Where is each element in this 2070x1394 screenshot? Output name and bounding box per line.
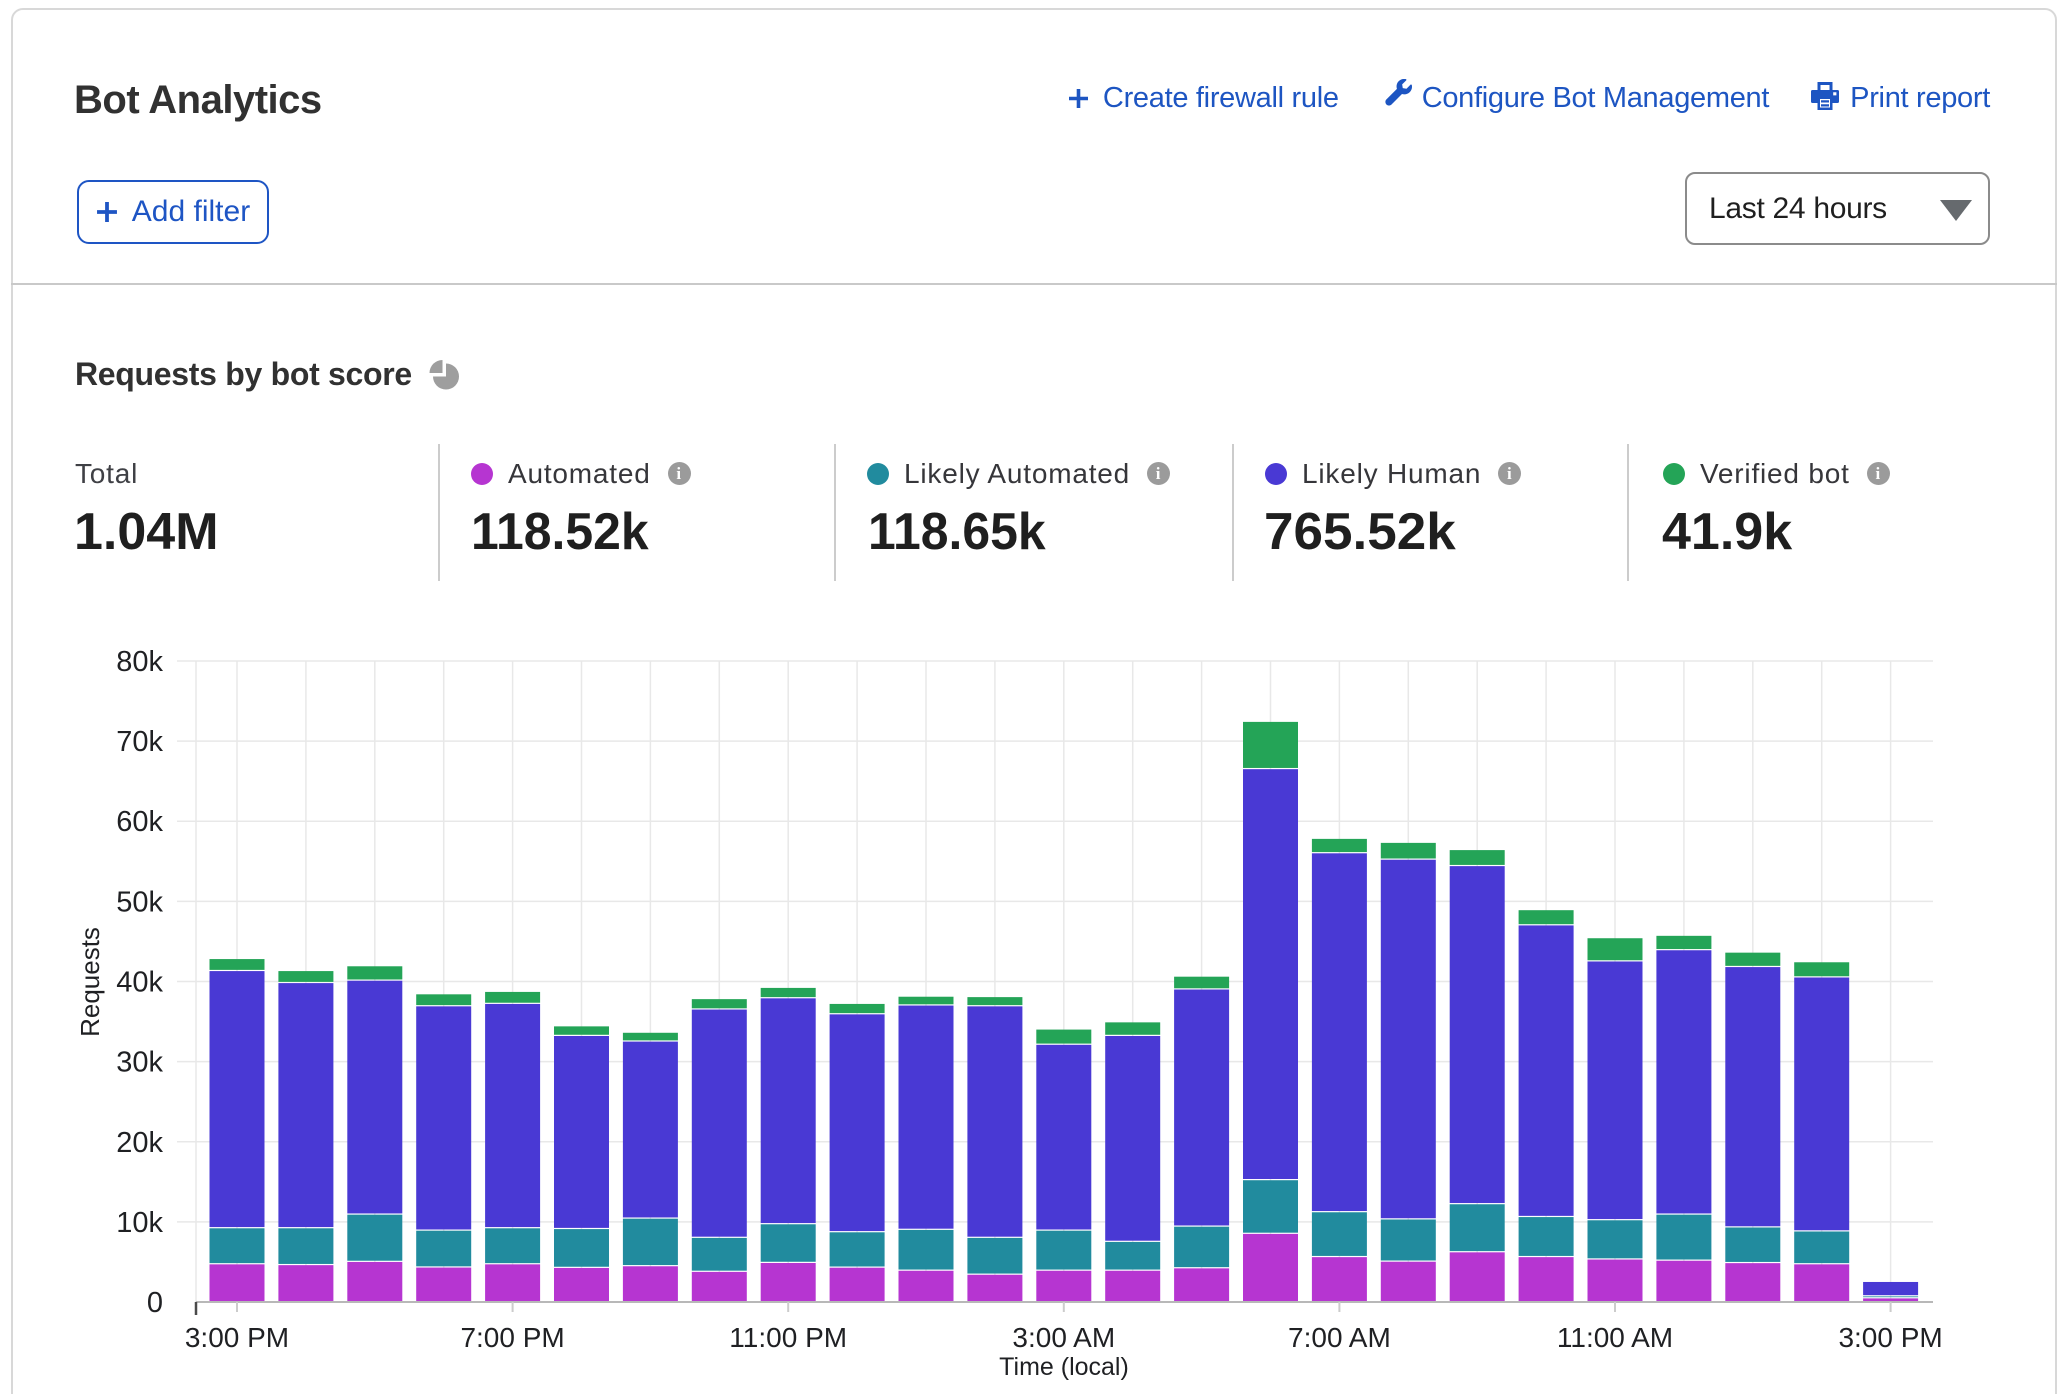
svg-text:7:00 AM: 7:00 AM — [1288, 1322, 1391, 1353]
svg-text:10k: 10k — [116, 1207, 163, 1239]
svg-text:60k: 60k — [116, 806, 163, 838]
svg-text:0: 0 — [147, 1287, 163, 1319]
svg-text:30k: 30k — [116, 1047, 163, 1079]
svg-text:80k: 80k — [116, 646, 163, 678]
svg-text:3:00 AM: 3:00 AM — [1012, 1322, 1115, 1353]
svg-text:Requests: Requests — [75, 927, 105, 1037]
svg-text:3:00 PM: 3:00 PM — [1838, 1322, 1942, 1353]
svg-text:7:00 PM: 7:00 PM — [460, 1322, 564, 1353]
svg-text:20k: 20k — [116, 1127, 163, 1159]
svg-text:Time (local): Time (local) — [999, 1353, 1129, 1381]
svg-text:40k: 40k — [116, 967, 163, 999]
svg-text:50k: 50k — [116, 886, 163, 918]
svg-text:11:00 AM: 11:00 AM — [1557, 1322, 1673, 1353]
svg-text:70k: 70k — [116, 726, 163, 758]
svg-text:11:00 PM: 11:00 PM — [729, 1322, 847, 1353]
svg-text:3:00 PM: 3:00 PM — [185, 1322, 289, 1353]
